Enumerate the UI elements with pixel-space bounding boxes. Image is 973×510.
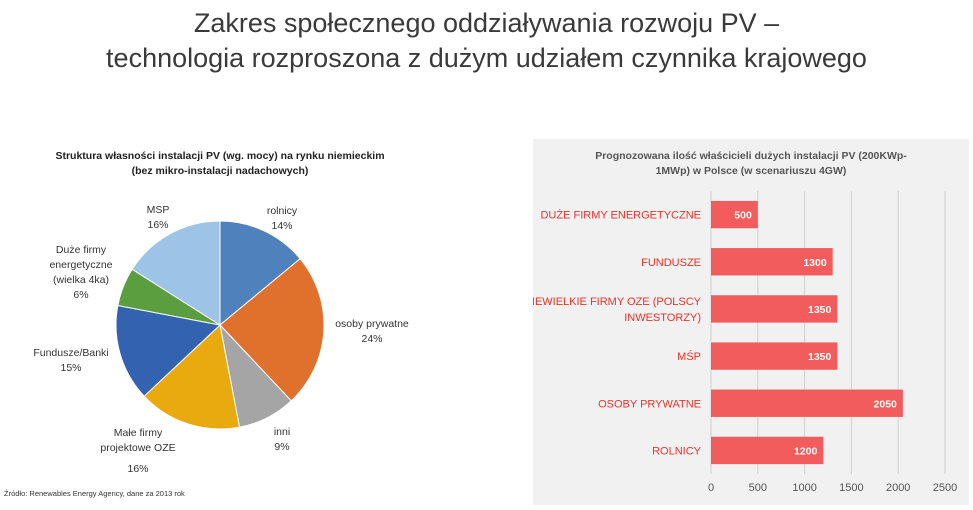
pie-chart-title: Struktura własności instalacji PV (wg. m… [20,149,420,179]
x-tick-label-2: 1000 [792,482,816,494]
bar-chart-panel: Prognozowana ilość właścicieli dużych in… [533,139,969,505]
pie-label-0: rolnicy 14% [267,205,298,232]
category-label-3: MŚP [677,350,701,363]
bar-value-label-1: 1300 [803,257,827,269]
bar-chart-title-line-2: 1MWp) w Polsce (w scenariuszu 4GW) [655,165,847,177]
bar-value-label-2: 1350 [808,304,832,316]
pie-slice-3 [143,324,241,430]
bar-3 [711,342,838,370]
bar-0 [711,200,758,229]
bar-value-label-0: 500 [734,210,752,222]
pie-slice-4 [115,304,222,397]
slide-title: Zakres społecznego oddziaływania rozwoju… [0,6,973,76]
bar-value-label-4: 2050 [874,398,898,410]
bar-chart: 0 500 1000 1500 2000 2500 500 DUŻE FIRMY ENERGE… [533,191,957,494]
category-label-0: DUŻE FIRMY ENERGETYCZNE [540,209,701,222]
pie-label-1: osoby prywatne 24% [335,318,409,345]
pie-label-5: Duże firmy energetyczne (wielka 4ka) 6% [49,244,112,301]
category-label-1: FUNDUSZE [641,257,701,269]
bar-5 [711,436,824,465]
bar-chart-title: Prognozowana ilość właścicieli dużych in… [533,149,969,179]
pie-chart-title-line-1: Struktura własności instalacji PV (wg. m… [55,150,385,162]
source-note: Źródło: Renewables Energy Agency, dane z… [4,489,185,498]
pie-label-2: inni 9% [274,426,290,453]
pie-slice-6 [131,220,221,326]
bar-4 [711,389,903,417]
pie-chart: rolnicy 14% osoby prywatne 24% inni 9% Małe fi… [33,204,409,475]
pie-slice-1 [219,258,325,402]
bar-chart-title-line-1: Prognozowana ilość właścicieli dużych in… [595,150,907,162]
pie-label-6: MSP 16% [147,204,170,231]
pie-label-4: Fundusze/Banki 15% [33,347,108,374]
bar-value-label-3: 1350 [808,351,832,363]
bar-2 [711,295,838,323]
x-tick-label-0: 0 [708,482,714,494]
x-tick-label-4: 2000 [886,482,910,494]
x-tick-label-3: 1500 [839,482,863,494]
pie-chart-title-line-2: (bez mikro-instalacji nadachowych) [131,165,309,177]
slide-title-line-1: Zakres społecznego oddziaływania rozwoju… [193,8,780,38]
bar-1 [711,248,833,276]
bar-value-label-5: 1200 [794,445,818,457]
category-label-2: NIEWIELKIE FIRMY OZE (POLSCY INWESTORZY) [533,296,702,324]
pie-label-3: Małe firmy projektowe OZE 16% [100,427,175,475]
category-label-4: OSOBY PRYWATNE [598,398,701,410]
category-label-5: ROLNICY [652,445,702,457]
x-tick-label-1: 500 [749,482,767,494]
slide-title-line-2: technologia rozproszona z dużym udziałem… [106,43,867,73]
pie-slice-0 [219,220,301,327]
x-tick-label-5: 2500 [933,482,957,494]
